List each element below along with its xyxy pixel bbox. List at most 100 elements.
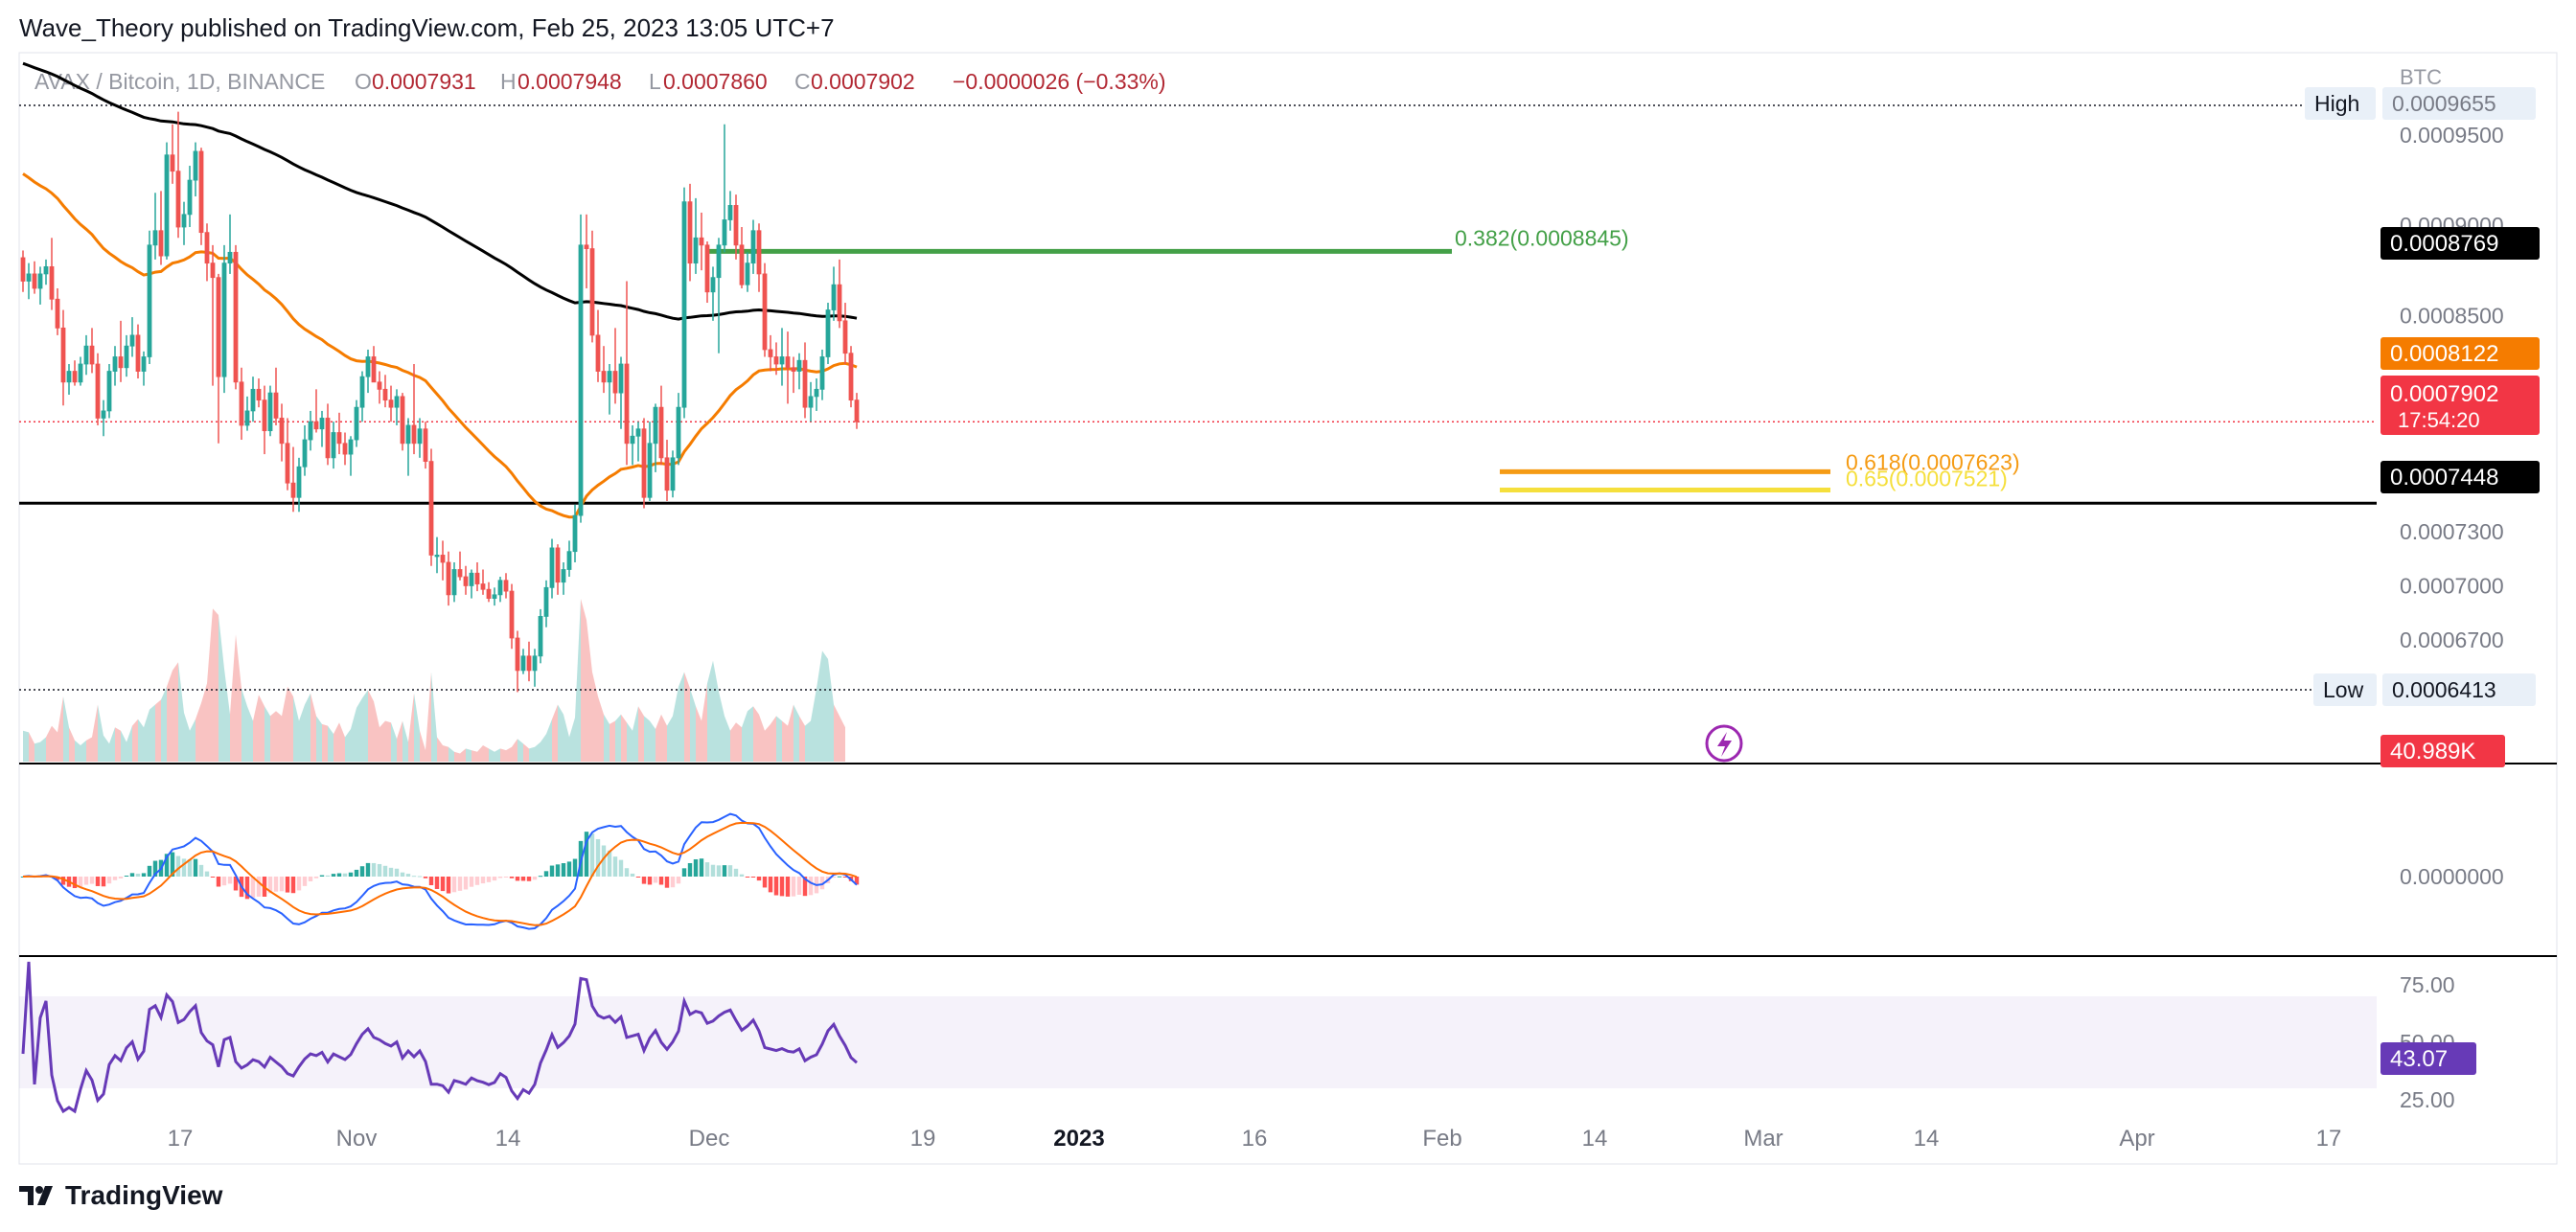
candle-body bbox=[710, 277, 716, 293]
volume-segment bbox=[322, 723, 328, 762]
macd-histogram-bar bbox=[428, 877, 434, 886]
macd-histogram-bar bbox=[704, 862, 710, 877]
macd-histogram-bar bbox=[486, 877, 492, 882]
candle bbox=[474, 561, 480, 592]
high-value-tag-bg bbox=[2382, 87, 2536, 120]
macd-histogram-bar bbox=[791, 877, 796, 897]
macd-histogram-bar bbox=[497, 877, 503, 878]
macd-histogram-bar bbox=[687, 862, 693, 877]
volume-segment bbox=[788, 704, 794, 762]
volume-segment bbox=[305, 693, 310, 762]
macd-histogram-bar bbox=[394, 868, 400, 877]
macd-histogram-bar bbox=[837, 876, 842, 878]
candle-body bbox=[831, 284, 837, 310]
volume-segment bbox=[328, 725, 334, 762]
candle bbox=[371, 346, 377, 383]
volume-segment bbox=[86, 737, 92, 762]
volume-segment bbox=[828, 658, 834, 762]
candle bbox=[814, 378, 819, 411]
candle bbox=[503, 573, 509, 599]
candle bbox=[365, 349, 371, 394]
macd-histogram-bar bbox=[129, 873, 135, 877]
macd-histogram-bar bbox=[733, 868, 739, 877]
macd-histogram-bar bbox=[768, 877, 773, 893]
candle bbox=[457, 551, 463, 581]
candle-body bbox=[446, 561, 451, 596]
time-tick-label: Feb bbox=[1422, 1126, 1461, 1152]
macd-histogram-bar bbox=[20, 877, 26, 878]
volume-segment bbox=[489, 748, 494, 762]
macd-histogram-bar bbox=[221, 877, 227, 886]
volume-segment bbox=[512, 739, 518, 762]
candle-body bbox=[653, 406, 658, 445]
volume-segment bbox=[782, 720, 788, 762]
macd-histogram-bar bbox=[607, 850, 612, 877]
brand-logo[interactable]: TradingView bbox=[19, 1180, 222, 1211]
candle-body bbox=[727, 205, 733, 220]
macd-histogram-bar bbox=[250, 877, 256, 899]
ema-slow-value-tag: 0.0008769 bbox=[2380, 227, 2540, 260]
macd-histogram-bar bbox=[336, 873, 342, 877]
candle-body bbox=[221, 262, 227, 377]
chart-frame bbox=[18, 52, 2558, 1165]
candle-body bbox=[463, 576, 469, 586]
time-tick-label: 17 bbox=[168, 1126, 194, 1152]
candle bbox=[354, 399, 359, 447]
candle-body bbox=[417, 428, 423, 445]
candle-body bbox=[267, 392, 273, 432]
candle bbox=[285, 418, 290, 491]
candle bbox=[670, 450, 676, 498]
candle-body bbox=[43, 265, 49, 275]
candle-body bbox=[354, 406, 359, 441]
candle bbox=[20, 250, 26, 292]
candle-body bbox=[158, 230, 164, 257]
volume-segment bbox=[414, 693, 420, 762]
candle bbox=[716, 238, 722, 354]
volume-segment bbox=[316, 716, 322, 762]
candle-body bbox=[589, 248, 595, 336]
volume-segment bbox=[638, 706, 644, 762]
candle bbox=[756, 223, 762, 292]
macd-histogram-bar bbox=[388, 867, 394, 877]
candle-body bbox=[745, 262, 750, 285]
volume-segment bbox=[374, 701, 380, 762]
volume-segment bbox=[753, 706, 759, 762]
volume-segment bbox=[385, 720, 391, 762]
volume-segment bbox=[724, 716, 730, 762]
fib-65-label: 0.65(0.0007521) bbox=[1846, 467, 2008, 491]
high-value: 0.0007948 bbox=[518, 69, 622, 94]
candle bbox=[428, 448, 434, 566]
candle-body bbox=[854, 399, 860, 422]
macd-histogram-bar bbox=[492, 877, 497, 881]
candle-body bbox=[147, 244, 152, 357]
candle-body bbox=[308, 421, 313, 441]
candle bbox=[837, 259, 842, 329]
volume-segment bbox=[402, 720, 408, 762]
candle bbox=[256, 378, 262, 408]
low-value-tag-bg bbox=[2382, 673, 2536, 706]
candle bbox=[658, 385, 664, 466]
lightning-icon[interactable] bbox=[1705, 724, 1743, 763]
fib-618-label: 0.618(0.0007623) bbox=[1846, 449, 2020, 474]
time-tick-label: Nov bbox=[336, 1126, 378, 1152]
macd-histogram-bar bbox=[555, 864, 561, 877]
volume-segment bbox=[109, 727, 115, 762]
candle bbox=[647, 422, 653, 502]
candle bbox=[336, 412, 342, 455]
macd-histogram-bar bbox=[112, 877, 118, 880]
macd-histogram-bar bbox=[630, 873, 635, 877]
macd-histogram-bar bbox=[365, 862, 371, 877]
candle bbox=[676, 393, 681, 466]
candle-body bbox=[141, 356, 147, 372]
macd-histogram-bar bbox=[348, 872, 354, 877]
macd-histogram-bar bbox=[526, 877, 532, 881]
candle bbox=[469, 569, 474, 599]
price-tick-label: 0.0009500 bbox=[2400, 123, 2504, 148]
ema-slow-value-tag-text: 0.0008769 bbox=[2390, 231, 2498, 257]
candle bbox=[382, 375, 388, 408]
volume-segment bbox=[518, 739, 523, 762]
candle bbox=[290, 446, 296, 513]
volume-segment bbox=[656, 714, 661, 762]
high-tag-text: High bbox=[2314, 91, 2359, 116]
